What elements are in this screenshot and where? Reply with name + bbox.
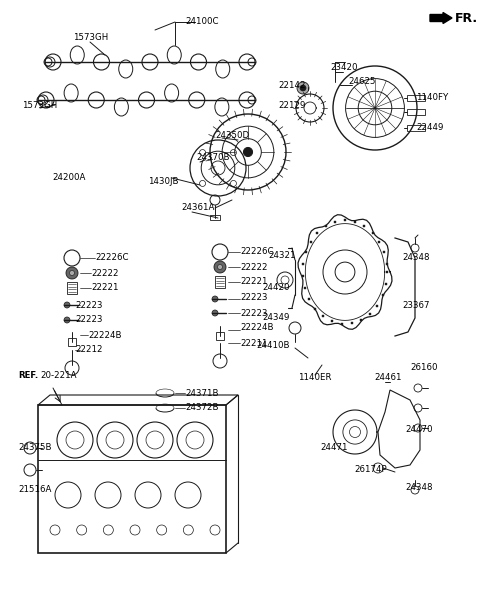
Text: 22211: 22211 <box>240 339 267 348</box>
Text: 22221: 22221 <box>91 283 119 292</box>
Text: 22223: 22223 <box>240 308 267 317</box>
Text: 1430JB: 1430JB <box>148 178 179 187</box>
Text: 20-221A: 20-221A <box>40 370 76 379</box>
Text: 24200A: 24200A <box>52 173 85 182</box>
Bar <box>215 276 225 288</box>
Text: 26174P: 26174P <box>354 466 386 474</box>
Bar <box>67 282 77 294</box>
Circle shape <box>66 267 78 279</box>
Text: 24375B: 24375B <box>18 443 51 452</box>
Text: 24372B: 24372B <box>185 404 218 412</box>
Bar <box>407 95 425 101</box>
Text: 24461: 24461 <box>374 373 401 382</box>
Text: 26160: 26160 <box>410 364 437 373</box>
Text: 1140ER: 1140ER <box>298 373 332 382</box>
Circle shape <box>297 82 309 94</box>
Text: 22223: 22223 <box>240 294 267 303</box>
Text: 24370B: 24370B <box>196 153 229 162</box>
Circle shape <box>212 310 218 316</box>
Text: 24361A: 24361A <box>181 204 215 213</box>
Text: 22222: 22222 <box>240 263 267 272</box>
Circle shape <box>214 261 226 273</box>
Bar <box>407 125 425 131</box>
Text: 24321: 24321 <box>268 250 296 260</box>
Text: 22212: 22212 <box>75 345 103 354</box>
Text: 22223: 22223 <box>75 300 103 309</box>
Circle shape <box>243 148 252 157</box>
Text: 22226C: 22226C <box>240 247 274 257</box>
Text: 22224B: 22224B <box>240 323 274 333</box>
Text: 22226C: 22226C <box>95 254 129 263</box>
Text: 24349: 24349 <box>262 314 289 322</box>
Circle shape <box>300 85 306 91</box>
Text: 24371B: 24371B <box>185 389 218 398</box>
Text: 22224B: 22224B <box>88 331 121 339</box>
Circle shape <box>217 264 223 269</box>
Circle shape <box>70 271 74 275</box>
Text: 1140FY: 1140FY <box>416 94 448 103</box>
Text: 23420: 23420 <box>330 63 358 72</box>
FancyArrow shape <box>430 13 452 24</box>
Text: 22142: 22142 <box>278 80 305 89</box>
Text: 24410B: 24410B <box>256 340 289 350</box>
Text: 22449: 22449 <box>416 123 444 133</box>
Text: 22221: 22221 <box>240 277 267 286</box>
Text: 24348: 24348 <box>405 483 432 492</box>
Text: 22129: 22129 <box>278 100 305 109</box>
Bar <box>68 338 76 346</box>
Text: 24348: 24348 <box>402 254 430 263</box>
Text: 24100C: 24100C <box>185 18 218 27</box>
Bar <box>216 332 224 340</box>
Text: 24420: 24420 <box>262 283 289 292</box>
Text: FR.: FR. <box>455 12 478 24</box>
Circle shape <box>212 296 218 302</box>
Bar <box>38 405 226 553</box>
Bar <box>210 215 220 220</box>
Text: 22223: 22223 <box>75 316 103 325</box>
Text: REF.: REF. <box>18 370 38 379</box>
Circle shape <box>64 302 70 308</box>
Text: 22222: 22222 <box>91 269 119 277</box>
Bar <box>407 109 425 115</box>
Text: 24470: 24470 <box>405 426 432 435</box>
Text: 24625: 24625 <box>348 77 375 86</box>
Text: 1573GH: 1573GH <box>73 33 108 43</box>
Text: 23367: 23367 <box>402 300 430 309</box>
Text: 1573GH: 1573GH <box>22 100 57 109</box>
Text: 24350D: 24350D <box>215 131 249 139</box>
Text: 24471: 24471 <box>320 443 348 452</box>
Circle shape <box>64 317 70 323</box>
Text: 21516A: 21516A <box>18 486 51 494</box>
